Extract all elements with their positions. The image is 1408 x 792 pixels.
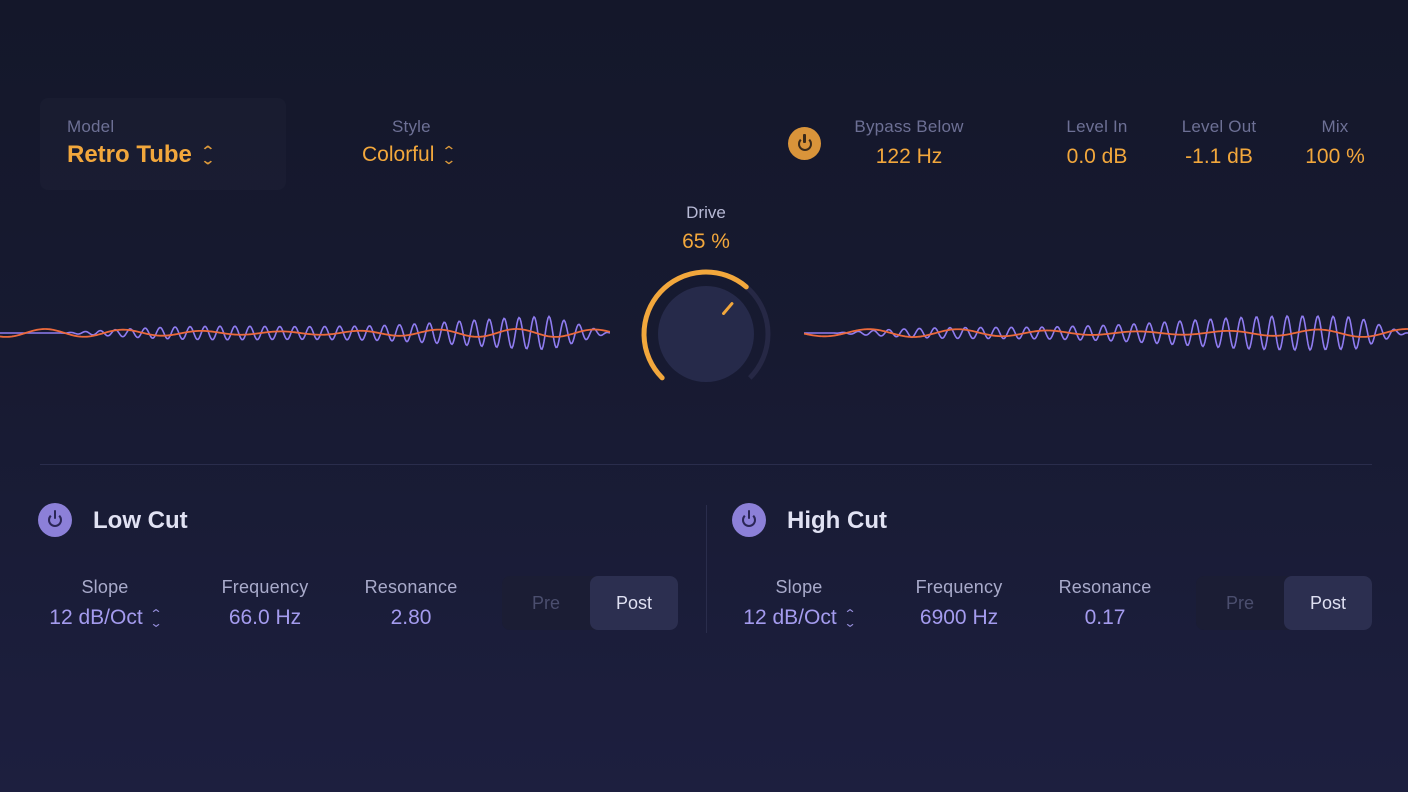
level-in-control[interactable]: Level In 0.0 dB [1052,117,1142,169]
high-cut-pre-post-toggle[interactable]: Pre Post [1196,576,1372,630]
knob-body [658,286,754,382]
power-icon [742,510,756,527]
low-cut-resonance-value[interactable]: 2.80 [390,606,432,629]
drive-value: 65 % [682,230,730,253]
model-selector[interactable]: Retro Tube ⌃ ⌃ [67,141,216,169]
high-cut-post-button[interactable]: Post [1284,576,1372,630]
low-cut-resonance-label: Resonance [364,577,458,597]
low-cut-slope-control[interactable]: Slope 12 dB/Oct ⌃ ⌃ [40,577,170,630]
mix-label: Mix [1321,117,1349,136]
high-cut-power-button[interactable] [732,503,766,537]
low-cut-resonance-control[interactable]: Resonance 2.80 [346,577,476,630]
power-icon [797,133,812,151]
level-out-value[interactable]: -1.1 dB [1185,145,1253,168]
chevron-updown-icon: ⌃ ⌃ [149,607,163,630]
high-cut-resonance-control[interactable]: Resonance 0.17 [1040,577,1170,630]
waveform-wet-line [804,314,1408,352]
low-cut-frequency-value[interactable]: 66.0 Hz [228,606,302,629]
level-out-control[interactable]: Level Out -1.1 dB [1169,117,1269,169]
low-cut-pre-post-toggle[interactable]: Pre Post [502,576,678,630]
low-cut-slope-selector[interactable]: 12 dB/Oct ⌃ ⌃ [40,606,170,630]
drive-knob[interactable] [636,264,776,404]
level-out-label: Level Out [1181,117,1257,136]
high-cut-frequency-control[interactable]: Frequency 6900 Hz [894,577,1024,630]
high-cut-slope-selector[interactable]: 12 dB/Oct ⌃ ⌃ [734,606,864,630]
bypass-power-button[interactable] [788,127,821,160]
high-cut-resonance-label: Resonance [1058,577,1152,597]
low-cut-pre-button[interactable]: Pre [531,592,560,613]
filter-divider [706,505,707,633]
model-value: Retro Tube [67,141,192,168]
bypass-below-value[interactable]: 122 Hz [875,145,943,168]
bypass-below-control[interactable]: Bypass Below 122 Hz [838,117,980,169]
output-waveform [804,314,1408,352]
power-icon [48,510,62,527]
drive-label: Drive [686,203,726,222]
chevron-updown-icon: ⌃ ⌃ [200,143,216,167]
low-cut-frequency-label: Frequency [221,577,309,597]
style-selector[interactable]: Colorful ⌃ ⌃ [362,143,457,167]
mix-control[interactable]: Mix 100 % [1295,117,1375,169]
high-cut-slope-control[interactable]: Slope 12 dB/Oct ⌃ ⌃ [734,577,864,630]
low-cut-title: Low Cut [93,507,188,534]
waveform-dry-line [0,328,610,338]
low-cut-post-button[interactable]: Post [590,576,678,630]
bypass-below-label: Bypass Below [854,117,964,136]
chevron-updown-icon: ⌃ ⌃ [441,143,457,167]
level-in-value[interactable]: 0.0 dB [1066,145,1128,168]
high-cut-title: High Cut [787,507,887,534]
low-cut-frequency-control[interactable]: Frequency 66.0 Hz [200,577,330,630]
high-cut-slope-value: 12 dB/Oct [743,606,837,629]
waveform-dry-line [804,328,1408,338]
section-divider [40,464,1372,465]
chevron-updown-icon: ⌃ ⌃ [843,607,857,630]
style-value: Colorful [362,143,435,166]
low-cut-power-button[interactable] [38,503,72,537]
input-waveform [0,314,610,351]
high-cut-frequency-label: Frequency [915,577,1003,597]
level-in-label: Level In [1066,117,1128,136]
high-cut-resonance-value[interactable]: 0.17 [1084,606,1126,629]
high-cut-pre-button[interactable]: Pre [1225,592,1254,613]
knob-value-arc [641,269,749,381]
high-cut-slope-label: Slope [775,577,823,597]
waveform-wet-line [0,314,610,351]
style-label: Style [392,117,431,136]
mix-value[interactable]: 100 % [1305,145,1365,168]
model-label: Model [67,117,115,136]
low-cut-slope-value: 12 dB/Oct [49,606,143,629]
low-cut-slope-label: Slope [81,577,129,597]
knob-pointer [722,302,734,315]
high-cut-frequency-value[interactable]: 6900 Hz [919,606,999,629]
